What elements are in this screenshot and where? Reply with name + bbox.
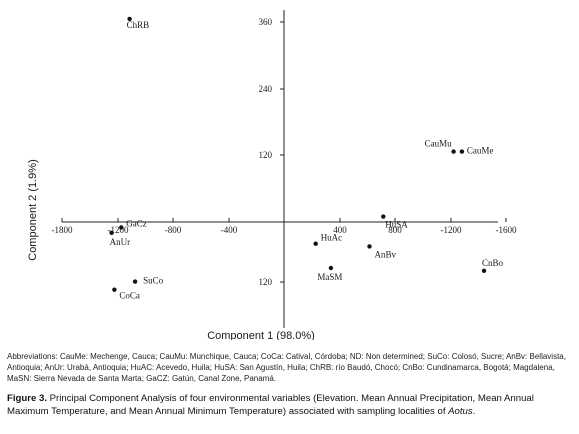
- point-label-coca: CoCa: [119, 291, 140, 301]
- point-label-suco: SuCo: [143, 276, 164, 286]
- point-label-chrb: ChRB: [127, 20, 150, 30]
- data-point-gacz: [119, 225, 124, 230]
- y-tick-label: 120: [259, 277, 273, 287]
- data-point-masm: [328, 265, 334, 271]
- data-points: ChRB CauMu CauMe GaCz AnUr HuSA HuAc AnBv MaSM Cn…: [109, 16, 504, 301]
- figure-caption: Figure 3. Principal Component Analysis o…: [7, 393, 575, 418]
- point-label-gacz: GaCz: [126, 218, 147, 228]
- y-tick-label: 360: [259, 17, 273, 27]
- x-tick-label: 400: [333, 225, 347, 235]
- data-point-caumu: [451, 149, 456, 154]
- point-label-caumu: CauMu: [425, 139, 453, 149]
- x-axis-title: Component 1 (98.0%): [207, 330, 315, 340]
- x-tick-label: -1600: [496, 225, 517, 235]
- caption-genus: Aotus: [448, 405, 473, 417]
- abbreviations-note: Abbreviations: CauMe: Mechenge, Cauca; C…: [7, 351, 573, 384]
- data-point-caume: [459, 149, 465, 154]
- pca-scatter-plot: -1800 -1200 -800 -400 400 800 -1200 -1600 360 24…: [27, 10, 517, 340]
- x-tick-label: 800: [388, 225, 402, 235]
- x-tick-label: -800: [165, 225, 182, 235]
- y-tick-label: 120: [259, 150, 273, 160]
- data-point-anur: [109, 230, 114, 235]
- y-ticks: 360 240 120 120: [259, 17, 284, 287]
- point-label-cnbo: CnBo: [482, 258, 504, 268]
- x-tick-label: -400: [221, 225, 238, 235]
- data-point-chrb: [127, 16, 132, 22]
- y-tick-label: 240: [259, 84, 273, 94]
- point-label-masm: MaSM: [317, 272, 342, 282]
- x-tick-label: -1200: [108, 225, 129, 235]
- y-axis-title: Component 2 (1.9%): [27, 159, 39, 261]
- abbreviations-text: CauMe: Mechenge, Cauca; CauMu: Munchique…: [7, 352, 566, 383]
- caption-end: .: [472, 405, 476, 417]
- x-ticks: -1800 -1200 -800 -400 400 800 -1200 -1600: [52, 218, 517, 235]
- caption-text: Principal Component Analysis of four env…: [7, 393, 534, 417]
- point-label-husa: HuSA: [385, 220, 408, 230]
- data-point-cnbo: [481, 268, 487, 273]
- point-label-anur: AnUr: [110, 237, 131, 247]
- x-tick-label: -1800: [52, 225, 73, 235]
- data-point-husa: [381, 214, 386, 219]
- x-tick-label: -1200: [441, 225, 462, 235]
- figure-label: Figure 3.: [7, 393, 47, 404]
- data-point-suco: [132, 279, 138, 284]
- point-label-anbv: AnBv: [375, 249, 397, 259]
- abbreviations-label: Abbreviations:: [7, 352, 58, 361]
- data-point-coca: [112, 287, 117, 292]
- data-point-anbv: [367, 244, 372, 249]
- data-point-huac: [313, 241, 318, 246]
- point-label-huac: HuAc: [321, 233, 343, 243]
- point-label-caume: CauMe: [467, 146, 494, 156]
